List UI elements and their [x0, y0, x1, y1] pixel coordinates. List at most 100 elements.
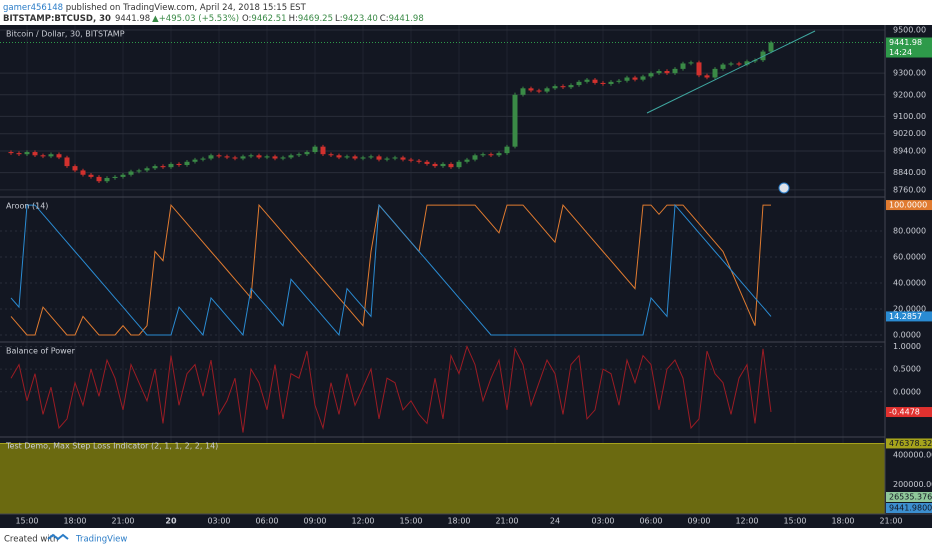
last-value-label-bg [886, 407, 932, 418]
candle-body [616, 80, 622, 82]
last-value-label: -0.4478 [889, 408, 920, 417]
candle-body [520, 88, 526, 95]
candle-body [544, 88, 550, 92]
y-tick-label: 9100.00 [893, 112, 926, 121]
countdown-label-bg [886, 47, 932, 58]
candle-body [648, 73, 654, 77]
x-tick-label: 21:00 [495, 517, 518, 526]
last-value-label: 14.2857 [889, 312, 922, 321]
candle-body [472, 155, 478, 160]
y-tick-label: 20.0000 [893, 304, 926, 313]
candle-body [552, 86, 558, 89]
level-label: 26535.3767 [889, 493, 932, 502]
footer-brand[interactable]: TradingView [75, 535, 127, 545]
level-label-bg [886, 492, 932, 502]
x-tick-label: 12:00 [735, 517, 758, 526]
candle-body [64, 157, 70, 167]
candle-body [32, 152, 38, 156]
candle-body [280, 157, 286, 159]
l-label: L: [335, 14, 343, 24]
candle-body [240, 156, 246, 159]
candle-body [24, 152, 30, 155]
candle-body [768, 42, 774, 52]
x-tick-label: 09:00 [687, 517, 710, 526]
candle-body [160, 166, 166, 168]
candle-body [376, 156, 382, 160]
candle-body [104, 177, 110, 182]
candle-body [8, 152, 14, 154]
x-tick-label: 09:00 [303, 517, 326, 526]
candle-body [272, 156, 278, 159]
axes: 15:00 18:00 21:00 20 03:00 06:00 09:00 12:00 15:… [5, 25, 932, 526]
candle-body [488, 154, 494, 156]
candle-body [184, 161, 190, 166]
level-area [0, 443, 885, 514]
last-value-label: 100.0000 [889, 201, 927, 210]
candle-body [656, 71, 662, 74]
candle-body [688, 62, 694, 64]
y-tick-label: 1.0000 [893, 342, 921, 351]
author[interactable]: gamer456148 [3, 3, 63, 13]
x-tick-label: 18:00 [831, 517, 854, 526]
candle-body [640, 76, 646, 80]
candle-body [288, 155, 294, 158]
candle-body [192, 159, 198, 162]
y-tick-label: 0.0000 [893, 330, 921, 339]
candle-body [72, 166, 78, 171]
candle-body [368, 156, 374, 158]
candle-body [408, 159, 414, 161]
candle-body [680, 63, 686, 69]
published: published on TradingView.com, April 24, … [63, 3, 307, 13]
candle-body [584, 79, 590, 82]
last-price-label: 9441.98 [889, 38, 922, 47]
candle-body [464, 159, 470, 162]
x-tick-label: 20 [165, 517, 177, 526]
x-tick-label: 24 [550, 517, 560, 526]
candle-body [256, 155, 262, 158]
candle-body [248, 155, 254, 157]
last-value-label-bg [886, 311, 932, 322]
y-tick-label: 0.5000 [893, 365, 921, 374]
candle-body [744, 61, 750, 65]
last-price-label-bg [886, 37, 932, 48]
arrow: ▲ [152, 14, 159, 24]
brand-logo [47, 533, 69, 541]
y-tick-label: 60.0000 [893, 253, 926, 262]
candle-body [424, 161, 430, 164]
c: 9441.98 [389, 14, 424, 24]
candle-body [728, 63, 734, 65]
candle-body [344, 156, 350, 158]
candle-body [704, 75, 710, 78]
pane-title: Aroon (14) [6, 202, 48, 211]
y-tick-label: 0.0000 [893, 387, 921, 396]
o-label: O: [242, 14, 251, 24]
header-line: gamer456148 published on TradingView.com… [3, 3, 307, 13]
candle-body [560, 86, 566, 88]
change: +495.03 (+5.53%) [159, 14, 239, 24]
x-tick-label: 03:00 [207, 517, 230, 526]
candle-body [632, 77, 638, 80]
candle-body [600, 82, 606, 84]
candle-body [712, 68, 718, 78]
candle-body [208, 155, 214, 159]
marks [0, 40, 885, 514]
candle-body [392, 157, 398, 159]
x-tick-label: 21:00 [879, 517, 902, 526]
x-tick-label: 15:00 [399, 517, 422, 526]
candle-body [432, 163, 438, 167]
candle-body [56, 154, 62, 158]
candle-body [576, 81, 582, 86]
candle-body [360, 157, 366, 159]
symbol-line: BITSTAMP:BTCUSD, 30 9441.98 ▲+495.03 (+5.5… [3, 14, 424, 24]
x-tick-label: 03:00 [591, 517, 614, 526]
trend-line[interactable] [646, 30, 816, 114]
y-tick-label: 8940.00 [893, 146, 926, 155]
x-tick-label: 06:00 [255, 517, 278, 526]
pane-title: Balance of Power [6, 347, 76, 356]
y-tick-label: 9200.00 [893, 90, 926, 99]
x-tick-label: 18:00 [63, 517, 86, 526]
candle-body [456, 161, 462, 168]
l: 9423.40 [343, 14, 378, 24]
event-icon[interactable] [778, 182, 790, 194]
h-label: H: [289, 14, 298, 24]
